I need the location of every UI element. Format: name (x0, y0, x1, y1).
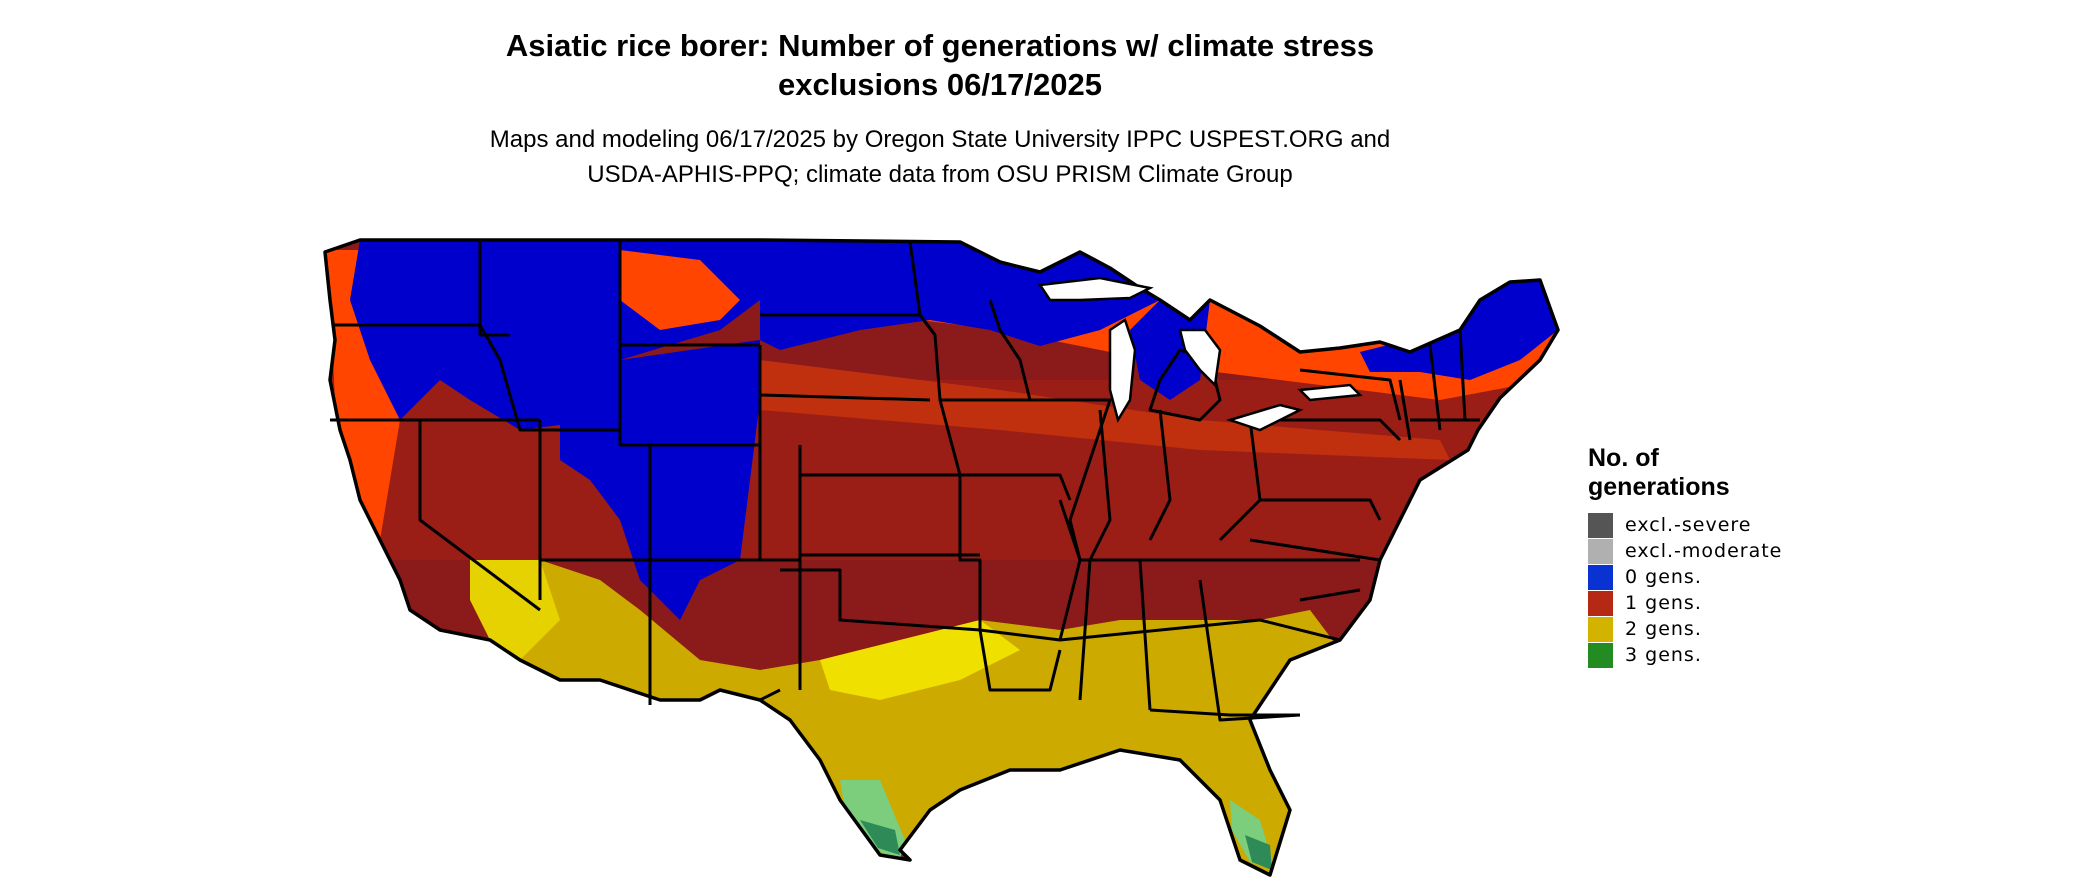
legend-label: excl.-moderate (1625, 540, 1783, 562)
subtitle-line-1: Maps and modeling 06/17/2025 by Oregon S… (489, 126, 1391, 153)
legend-label: 3 gens. (1625, 644, 1702, 666)
legend-swatch (1588, 642, 1613, 668)
map-fill-layers (325, 240, 1558, 875)
border-sd-ne (759, 393, 931, 402)
border-md-dc (1260, 498, 1382, 521)
border-wi-il (1030, 398, 1112, 561)
three-gen-florida-core (1245, 835, 1272, 870)
border-plains-vertical (758, 345, 802, 560)
title-line-2: exclusions 06/17/2025 (777, 67, 1102, 102)
border-id-east (478, 240, 620, 432)
border-ms-al-ga (1078, 559, 1301, 722)
border-new-england (1398, 329, 1480, 441)
two-gen-california (470, 560, 560, 660)
great-lakes (1037, 276, 1363, 432)
border-ok-tx (780, 568, 981, 632)
border-fl-north (1149, 708, 1300, 717)
subtitle-line-2: USDA-APHIS-PPQ; climate data from OSU PR… (587, 161, 1293, 188)
legend-swatch (1588, 590, 1613, 616)
legend-title: No. of generations (1588, 444, 1782, 502)
border-mn (908, 241, 1032, 402)
legend-swatch (1588, 564, 1613, 590)
zero-gen-rockies (560, 340, 760, 620)
border-pa-ny (1250, 368, 1402, 442)
legend-label: 2 gens. (1625, 618, 1702, 640)
legend-item-excl-severe: excl.-severe (1588, 512, 1782, 538)
legend-item-excl-moderate: excl.-moderate (1588, 538, 1782, 564)
border-il-in (1088, 409, 1112, 561)
map-subtitle: Maps and modeling 06/17/2025 by Oregon S… (360, 122, 1520, 192)
legend-title-line-1: No. of (1588, 444, 1659, 472)
map-title: Asiatic rice borer: Number of generation… (360, 26, 1520, 104)
legend-swatch (1588, 538, 1613, 564)
title-line-1: Asiatic rice borer: Number of generation… (505, 28, 1375, 63)
legend-swatch (1588, 616, 1613, 642)
border-az-nm (540, 558, 800, 705)
zero-gen-new-england (1360, 280, 1558, 380)
map-legend: No. of generations excl.-severe excl.-mo… (1588, 444, 1782, 668)
border-nm-tx (759, 560, 802, 702)
mid-orange-band (760, 360, 1450, 460)
legend-item-3-gens: 3 gens. (1588, 642, 1782, 668)
legend-item-0-gens: 0 gens. (1588, 564, 1782, 590)
legend-label: excl.-severe (1625, 514, 1752, 536)
two-gen-gulf-band (520, 560, 1340, 875)
three-gen-south-texas-core (860, 820, 900, 855)
zero-gen-northern-plains (760, 240, 1160, 350)
lake-ontario (1297, 383, 1363, 402)
us-outline (323, 238, 1560, 877)
border-tn-south (1059, 618, 1341, 642)
border-ca-nv (418, 420, 541, 612)
legend-label: 0 gens. (1625, 566, 1702, 588)
zero-gen-michigan-ne (1130, 300, 1210, 400)
legend-swatch (1588, 512, 1613, 538)
two-gen-bright-texas (820, 620, 1020, 700)
border-la (978, 629, 1062, 692)
legend-item-2-gens: 2 gens. (1588, 616, 1782, 642)
legend-title-line-2: generations (1588, 473, 1730, 501)
state-borders (330, 240, 1480, 722)
lake-superior (1037, 276, 1154, 302)
border-ia-mo (938, 399, 1072, 501)
lake-michigan (1108, 318, 1137, 424)
border-va-nc (1249, 538, 1381, 602)
orange-patch-montana (620, 250, 740, 330)
border-in-oh (1148, 409, 1172, 541)
legend-label: 1 gens. (1625, 592, 1702, 614)
lake-erie (1225, 403, 1304, 432)
lake-huron (1178, 328, 1222, 388)
border-wa-or (332, 323, 510, 337)
legend-item-1-gens: 1 gens. (1588, 590, 1782, 616)
